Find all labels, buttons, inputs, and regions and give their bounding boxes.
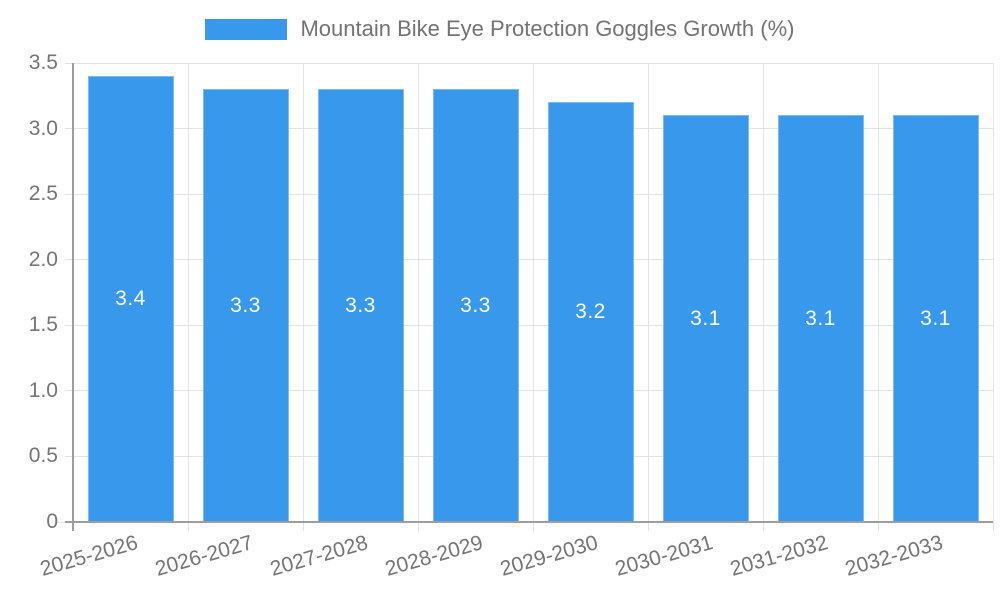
- bar-value-label: 3.1: [690, 306, 721, 330]
- h-gridline: [65, 324, 993, 326]
- legend-swatch[interactable]: [205, 18, 288, 40]
- v-gridline: [187, 63, 189, 531]
- x-tick-label: 2030-2031: [612, 531, 716, 581]
- y-tick-label: 3.5: [28, 51, 58, 74]
- bar: [432, 89, 519, 522]
- bar: [547, 102, 634, 522]
- legend[interactable]: Mountain Bike Eye Protection Goggles Gro…: [0, 16, 1000, 42]
- bar-value-label: 3.4: [115, 287, 146, 311]
- y-axis-line: [72, 63, 74, 531]
- bar-value-label: 3.3: [230, 293, 261, 317]
- x-tick-label: 2025-2026: [37, 531, 141, 581]
- legend-label[interactable]: Mountain Bike Eye Protection Goggles Gro…: [300, 16, 795, 41]
- x-tick-label: 2031-2032: [727, 531, 831, 581]
- bar-value-label: 3.3: [460, 293, 491, 317]
- bar: [777, 115, 864, 522]
- x-tick-label: 2026-2027: [152, 531, 256, 581]
- y-tick-label: 0.5: [28, 444, 58, 468]
- bar: [202, 89, 289, 522]
- v-gridline: [992, 63, 994, 531]
- x-tick-label: 2027-2028: [267, 531, 371, 581]
- bar-value-label: 3.1: [920, 306, 951, 330]
- h-gridline: [65, 62, 993, 64]
- h-gridline: [65, 259, 993, 261]
- h-gridline: [65, 455, 993, 457]
- bar: [892, 115, 979, 522]
- h-gridline: [65, 390, 993, 392]
- bar: [662, 115, 749, 522]
- x-tick-label: 2028-2029: [382, 531, 486, 581]
- y-tick-label: 1.5: [28, 313, 58, 337]
- x-tick-label: 2032-2033: [842, 531, 946, 581]
- y-tick-label: 3.0: [28, 116, 58, 140]
- bar: [317, 89, 404, 522]
- y-tick-label: 2.0: [28, 247, 58, 271]
- x-axis-line: [65, 521, 993, 523]
- y-tick-label: 2.5: [28, 182, 58, 206]
- v-gridline: [532, 63, 534, 531]
- y-tick-label: 1.0: [28, 378, 58, 402]
- h-gridline: [65, 128, 993, 130]
- v-gridline: [417, 63, 419, 531]
- v-gridline: [762, 63, 764, 531]
- bar: [87, 76, 174, 522]
- x-tick-label: 2029-2030: [497, 531, 601, 581]
- bar-value-label: 3.2: [575, 300, 606, 324]
- v-gridline: [877, 63, 879, 531]
- bar-value-label: 3.1: [805, 306, 836, 330]
- v-gridline: [647, 63, 649, 531]
- v-gridline: [302, 63, 304, 531]
- y-tick-label: 0: [46, 510, 58, 533]
- bar-value-label: 3.3: [345, 293, 376, 317]
- h-gridline: [65, 193, 993, 195]
